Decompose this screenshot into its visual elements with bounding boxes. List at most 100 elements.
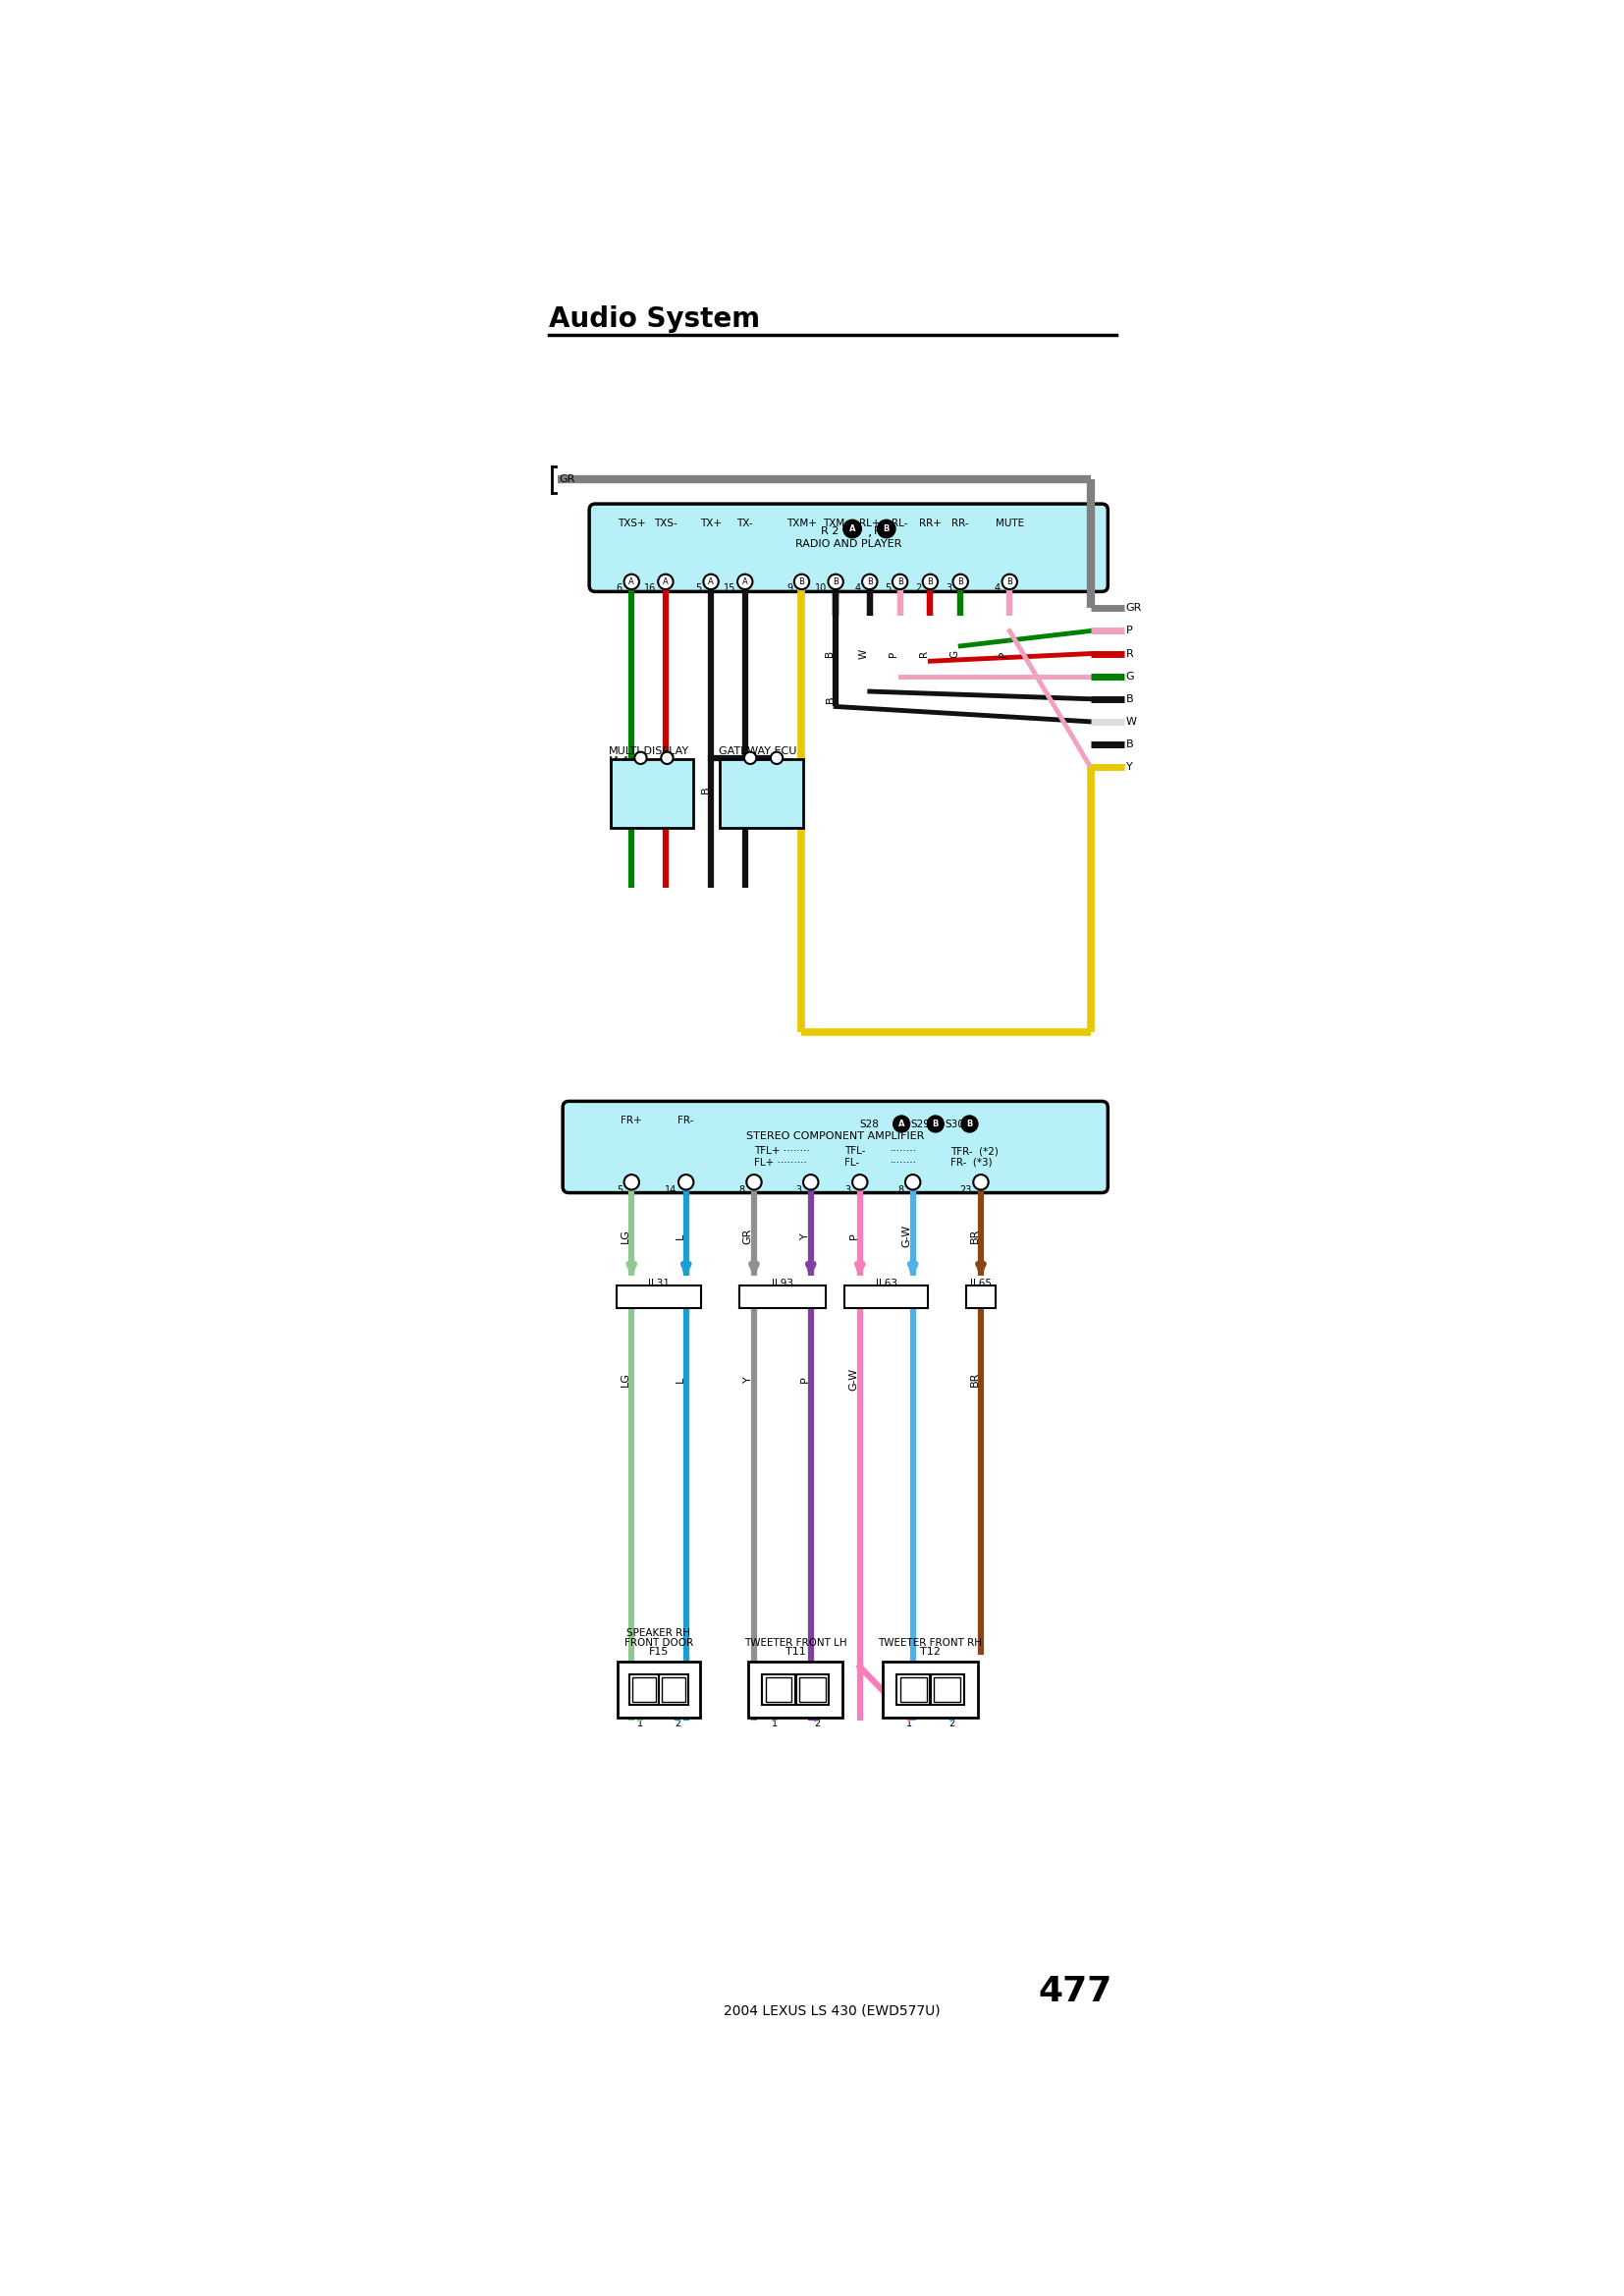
Text: R 2: R 2 bbox=[820, 526, 838, 535]
Text: 5: 5 bbox=[617, 1185, 622, 1196]
Bar bbox=[617, 1662, 700, 1717]
Circle shape bbox=[804, 1176, 818, 1189]
Text: TXM-: TXM- bbox=[823, 519, 848, 528]
Text: MUTE: MUTE bbox=[996, 519, 1023, 528]
Text: 3: 3 bbox=[945, 583, 952, 592]
Circle shape bbox=[771, 751, 783, 765]
Bar bbox=[762, 1674, 796, 1706]
Text: B: B bbox=[799, 576, 804, 585]
Circle shape bbox=[877, 519, 895, 537]
Bar bbox=[663, 1676, 685, 1701]
Text: FR-  (*3): FR- (*3) bbox=[950, 1157, 992, 1166]
Text: GR: GR bbox=[1125, 604, 1142, 613]
Text: P: P bbox=[888, 650, 898, 657]
Text: Y: Y bbox=[799, 1233, 810, 1240]
Text: T12: T12 bbox=[919, 1646, 940, 1658]
Text: MULTI-DISPLAY: MULTI-DISPLAY bbox=[609, 746, 690, 755]
Bar bbox=[796, 1674, 830, 1706]
Circle shape bbox=[953, 574, 968, 590]
Text: 23: 23 bbox=[960, 1185, 971, 1196]
Text: GR: GR bbox=[559, 475, 575, 484]
Text: 21: 21 bbox=[771, 760, 783, 771]
Text: G-W: G-W bbox=[849, 1368, 859, 1391]
Circle shape bbox=[635, 751, 646, 765]
Circle shape bbox=[905, 1176, 921, 1189]
Text: R: R bbox=[1125, 650, 1134, 659]
Text: 8: 8 bbox=[739, 1185, 745, 1196]
Text: B: B bbox=[883, 523, 890, 533]
Text: 14: 14 bbox=[664, 1185, 677, 1196]
Text: G: G bbox=[950, 650, 960, 657]
Text: P: P bbox=[799, 1375, 810, 1382]
Text: A: A bbox=[708, 576, 715, 585]
Bar bbox=[659, 1674, 689, 1706]
Text: 9: 9 bbox=[909, 1290, 916, 1302]
Bar bbox=[628, 1674, 658, 1706]
Text: FRONT DOOR: FRONT DOOR bbox=[624, 1637, 693, 1649]
Text: (*2): (*2) bbox=[752, 1708, 770, 1717]
Circle shape bbox=[744, 751, 757, 765]
Text: P: P bbox=[999, 650, 1009, 657]
Circle shape bbox=[922, 574, 937, 590]
Text: IL63: IL63 bbox=[875, 1279, 896, 1288]
Text: A: A bbox=[742, 576, 747, 585]
Text: BR: BR bbox=[970, 1373, 979, 1387]
Bar bbox=[883, 1662, 978, 1717]
Text: B: B bbox=[1007, 576, 1012, 585]
Text: TX+: TX+ bbox=[700, 519, 721, 528]
Circle shape bbox=[679, 1176, 693, 1189]
Text: RADIO AND PLAYER: RADIO AND PLAYER bbox=[796, 540, 901, 549]
Text: G: G bbox=[1125, 670, 1135, 682]
Text: T11: T11 bbox=[786, 1646, 806, 1658]
Text: GTX+: GTX+ bbox=[734, 788, 767, 799]
Circle shape bbox=[927, 1116, 944, 1132]
Text: 2: 2 bbox=[807, 1290, 814, 1302]
Bar bbox=[739, 1286, 827, 1309]
Text: 2: 2 bbox=[814, 1720, 820, 1729]
Text: S29: S29 bbox=[911, 1118, 931, 1130]
Text: 1: 1 bbox=[771, 1720, 778, 1729]
Text: 3: 3 bbox=[796, 1185, 802, 1196]
Text: B: B bbox=[932, 1120, 939, 1127]
Bar bbox=[749, 1662, 843, 1717]
Text: TFL+ ········: TFL+ ········ bbox=[754, 1146, 810, 1157]
Bar bbox=[896, 1674, 929, 1706]
Text: 477: 477 bbox=[1038, 1975, 1112, 2009]
Text: RR+: RR+ bbox=[919, 519, 942, 528]
Text: TWEETER FRONT LH: TWEETER FRONT LH bbox=[744, 1637, 848, 1649]
Text: Y: Y bbox=[791, 801, 801, 808]
Text: 18: 18 bbox=[635, 760, 646, 771]
Circle shape bbox=[661, 751, 674, 765]
Text: TFL-: TFL- bbox=[844, 1146, 866, 1157]
Text: 2004 LEXUS LS 430 (EWD577U): 2004 LEXUS LS 430 (EWD577U) bbox=[724, 2004, 940, 2018]
FancyBboxPatch shape bbox=[564, 1102, 1108, 1192]
Text: LG: LG bbox=[620, 1373, 630, 1387]
Text: B: B bbox=[896, 576, 903, 585]
Bar bbox=[765, 1676, 793, 1701]
Text: 16: 16 bbox=[645, 583, 656, 592]
Text: FR-: FR- bbox=[677, 1116, 693, 1125]
Text: F15: F15 bbox=[648, 1646, 669, 1658]
Text: 2: 2 bbox=[674, 1720, 680, 1729]
Text: TFR-  (*2): TFR- (*2) bbox=[950, 1146, 999, 1157]
Text: (*2): (*2) bbox=[957, 1708, 974, 1717]
Text: (*2): (*2) bbox=[680, 1708, 697, 1717]
Text: A: A bbox=[898, 1120, 905, 1127]
Text: FL-: FL- bbox=[844, 1157, 859, 1166]
Text: 15: 15 bbox=[724, 583, 736, 592]
Bar bbox=[611, 760, 693, 827]
Circle shape bbox=[843, 519, 861, 537]
Bar bbox=[632, 1676, 656, 1701]
Text: B: B bbox=[966, 1120, 973, 1127]
Text: B: B bbox=[1125, 739, 1134, 748]
Bar bbox=[719, 760, 804, 827]
Text: 2: 2 bbox=[750, 1290, 757, 1302]
Bar bbox=[799, 1676, 827, 1701]
Circle shape bbox=[973, 1176, 989, 1189]
Text: G: G bbox=[620, 785, 630, 794]
Text: 2: 2 bbox=[914, 583, 921, 592]
Text: 5: 5 bbox=[695, 583, 702, 592]
Text: 4: 4 bbox=[994, 583, 1000, 592]
Text: 1: 1 bbox=[637, 1720, 643, 1729]
Text: (*2): (*2) bbox=[887, 1708, 903, 1717]
